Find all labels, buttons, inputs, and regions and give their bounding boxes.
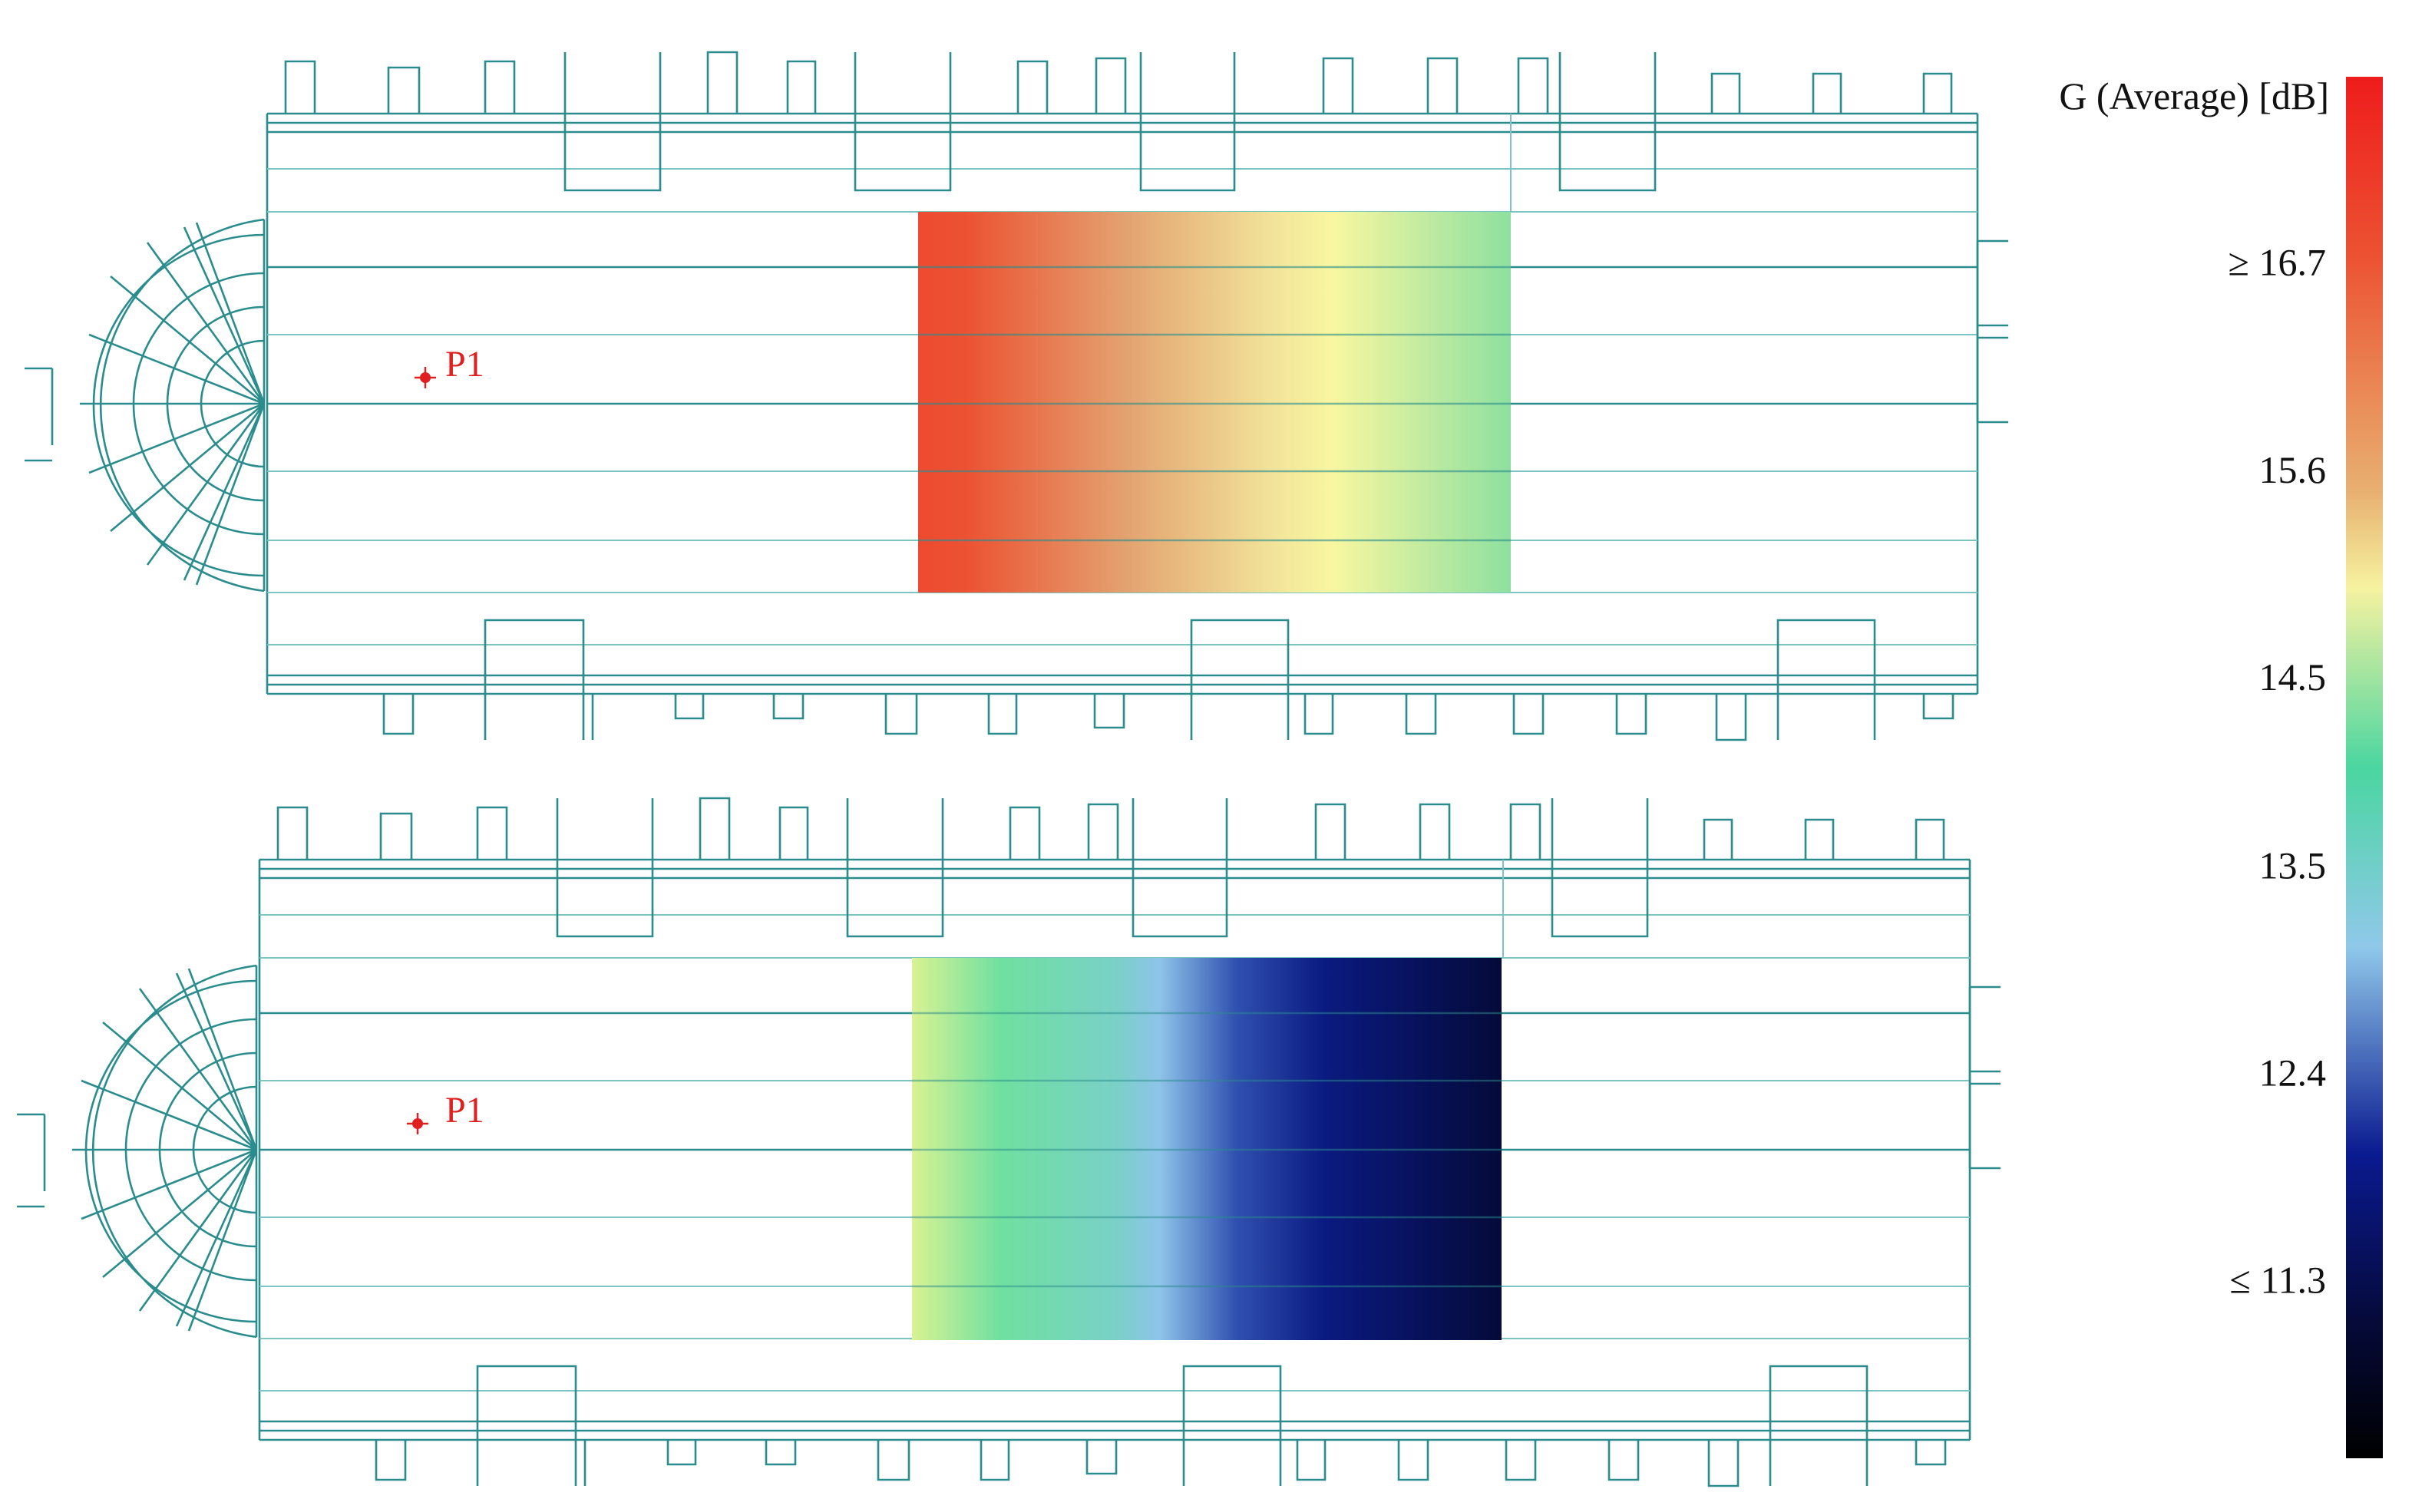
tick-label: 13.5 [2259, 843, 2327, 886]
marker-cross [415, 367, 436, 388]
point-label: P1 [445, 1090, 484, 1131]
point-p1-top: P1 [415, 344, 484, 388]
grid-overlay [918, 266, 1511, 542]
tick-label: 15.6 [2259, 448, 2327, 491]
marker-cross [407, 1113, 428, 1134]
tick-label: 14.5 [2259, 655, 2327, 698]
heatmap-top [918, 212, 1511, 593]
tick-label: ≥ 16.7 [2229, 241, 2326, 284]
point-label: P1 [445, 344, 484, 385]
colorbar-ticks: ≥ 16.7 15.6 14.5 13.5 12.4 ≤ 11.3 [2229, 241, 2327, 1302]
grid-overlay [912, 1012, 1502, 1288]
lower-plan [15, 797, 2002, 1487]
tick-label: 12.4 [2259, 1051, 2327, 1094]
point-p1-bottom: P1 [407, 1090, 484, 1134]
tick-label: ≤ 11.3 [2229, 1259, 2326, 1302]
colorbar-title: G (Average) [dB] [2059, 74, 2329, 117]
colorbar [2346, 77, 2383, 1458]
